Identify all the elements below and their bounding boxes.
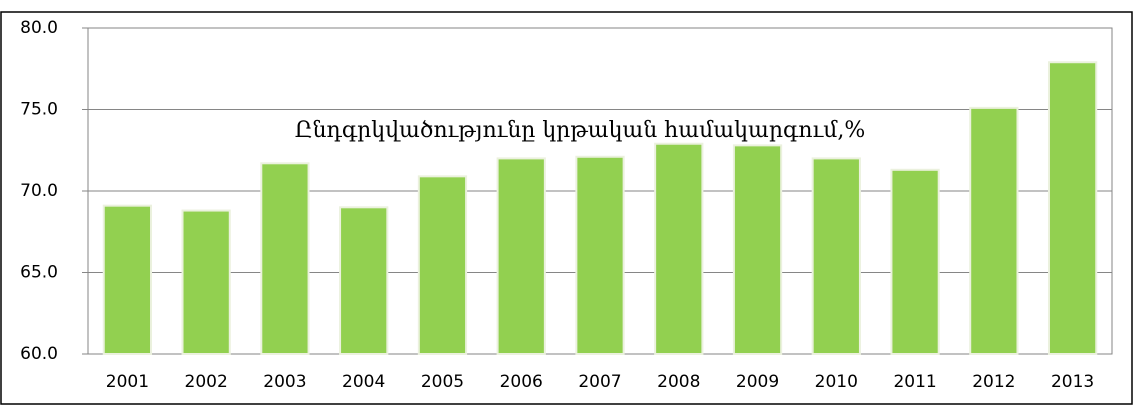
bar xyxy=(417,175,468,355)
bar xyxy=(181,209,231,355)
y-tick-label: 75.0 xyxy=(20,100,58,120)
bar xyxy=(339,206,389,355)
bar xyxy=(969,106,1019,356)
y-tick-label: 80.0 xyxy=(20,18,58,38)
y-tick-label: 65.0 xyxy=(20,263,58,283)
y-tick-label: 70.0 xyxy=(20,181,58,201)
x-tick-label: 2004 xyxy=(342,372,385,392)
bar xyxy=(1047,61,1098,355)
x-tick-label: 2001 xyxy=(106,372,149,392)
bar xyxy=(260,162,310,355)
y-tick-label: 60.0 xyxy=(20,344,58,364)
chart-title: Ընդգրկվածությունը կրթական համակարգում,% xyxy=(295,118,866,143)
x-tick-label: 2011 xyxy=(893,372,936,392)
bar xyxy=(496,157,546,355)
x-tick-label: 2010 xyxy=(815,372,858,392)
x-tick-label: 2013 xyxy=(1051,372,1094,392)
x-tick-label: 2012 xyxy=(972,372,1015,392)
bar xyxy=(732,144,783,355)
bar xyxy=(890,168,940,355)
x-tick-label: 2005 xyxy=(421,372,464,392)
bar xyxy=(102,204,153,355)
x-tick-label: 2006 xyxy=(500,372,543,392)
bar xyxy=(575,155,625,355)
x-tick-label: 2008 xyxy=(657,372,700,392)
bar xyxy=(654,142,704,355)
x-tick-label: 2003 xyxy=(263,372,306,392)
x-tick-label: 2009 xyxy=(736,372,779,392)
bar xyxy=(811,157,861,355)
x-tick-label: 2007 xyxy=(578,372,621,392)
x-tick-label: 2002 xyxy=(185,372,228,392)
